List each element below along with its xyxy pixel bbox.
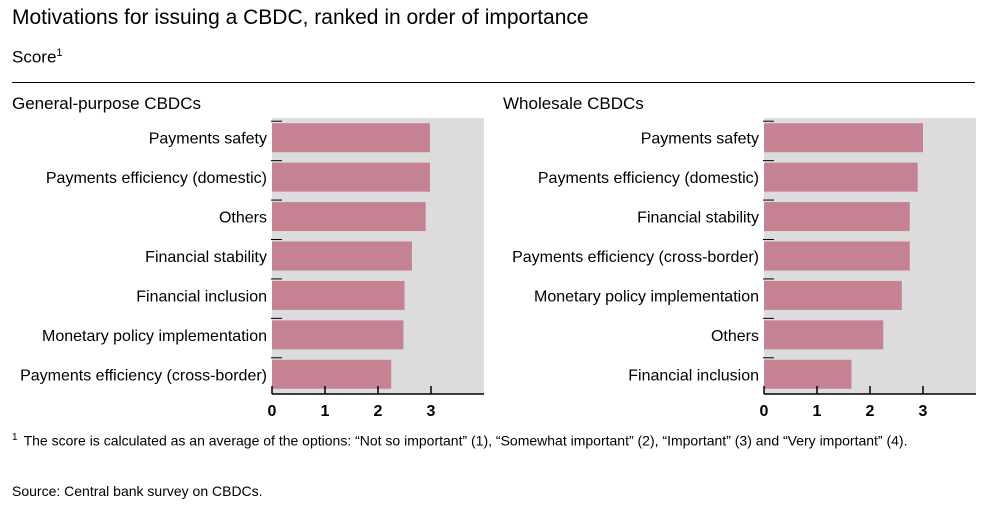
- wholesale-bar: [764, 123, 923, 153]
- general-x-tick-label: 3: [427, 403, 436, 420]
- wholesale-bar: [764, 202, 910, 232]
- general-bar: [272, 359, 392, 389]
- subtitle-text: Score: [12, 47, 57, 67]
- general-category-label: Others: [219, 210, 267, 227]
- wholesale-bar: [764, 280, 902, 310]
- general-purpose-bar-chart: Payments safety Payments efficiency (dome…: [20, 118, 484, 420]
- wholesale-x-tick-label: 2: [866, 403, 875, 420]
- wholesale-category-label: Others: [711, 328, 759, 345]
- wholesale-x-tick-label: 0: [760, 403, 769, 420]
- general-category-label: Payments efficiency (cross-border): [20, 367, 267, 384]
- general-bar: [272, 320, 404, 350]
- general-bar: [272, 202, 426, 232]
- general-category-label: Monetary policy implementation: [42, 328, 267, 345]
- general-category-label: Financial stability: [145, 249, 267, 266]
- wholesale-category-label: Financial stability: [637, 210, 759, 227]
- subtitle-footnote-mark: 1: [56, 47, 63, 59]
- general-category-label: Payments efficiency (domestic): [46, 170, 267, 187]
- wholesale-category-label: Monetary policy implementation: [534, 288, 759, 305]
- general-category-label: Financial inclusion: [136, 288, 267, 305]
- wholesale-category-label: Payments safety: [641, 131, 759, 148]
- chart-title: Motivations for issuing a CBDC, ranked i…: [12, 6, 589, 29]
- general-x-tick-label: 0: [268, 403, 277, 420]
- general-bar: [272, 123, 430, 153]
- wholesale-x-tick-label: 1: [813, 403, 822, 420]
- footnote-text: The score is calculated as an average of…: [23, 432, 908, 449]
- footnote-mark: 1: [12, 432, 18, 443]
- general-x-tick-label: 2: [374, 403, 383, 420]
- wholesale-bar: [764, 241, 910, 271]
- general-bar: [272, 241, 412, 271]
- wholesale-bar-chart: Payments safety Payments efficiency (dome…: [512, 118, 976, 420]
- header-divider: [12, 82, 975, 83]
- general-bar: [272, 280, 405, 310]
- general-bar: [272, 162, 430, 192]
- general-category-label: Payments safety: [149, 131, 267, 148]
- footnote: 1 The score is calculated as an average o…: [12, 428, 962, 451]
- wholesale-bar: [764, 320, 884, 350]
- wholesale-bar: [764, 162, 918, 192]
- source-note: Source: Central bank survey on CBDCs.: [12, 483, 263, 499]
- wholesale-category-label: Payments efficiency (cross-border): [512, 249, 759, 266]
- wholesale-x-tick-label: 3: [919, 403, 928, 420]
- panel-title-wholesale: Wholesale CBDCs: [503, 94, 644, 113]
- chart-subtitle: Score1: [12, 47, 63, 68]
- wholesale-category-label: Payments efficiency (domestic): [538, 170, 759, 187]
- wholesale-bar: [764, 359, 852, 389]
- panel-title-general: General-purpose CBDCs: [12, 94, 201, 113]
- wholesale-category-label: Financial inclusion: [628, 367, 759, 384]
- general-x-tick-label: 1: [321, 403, 330, 420]
